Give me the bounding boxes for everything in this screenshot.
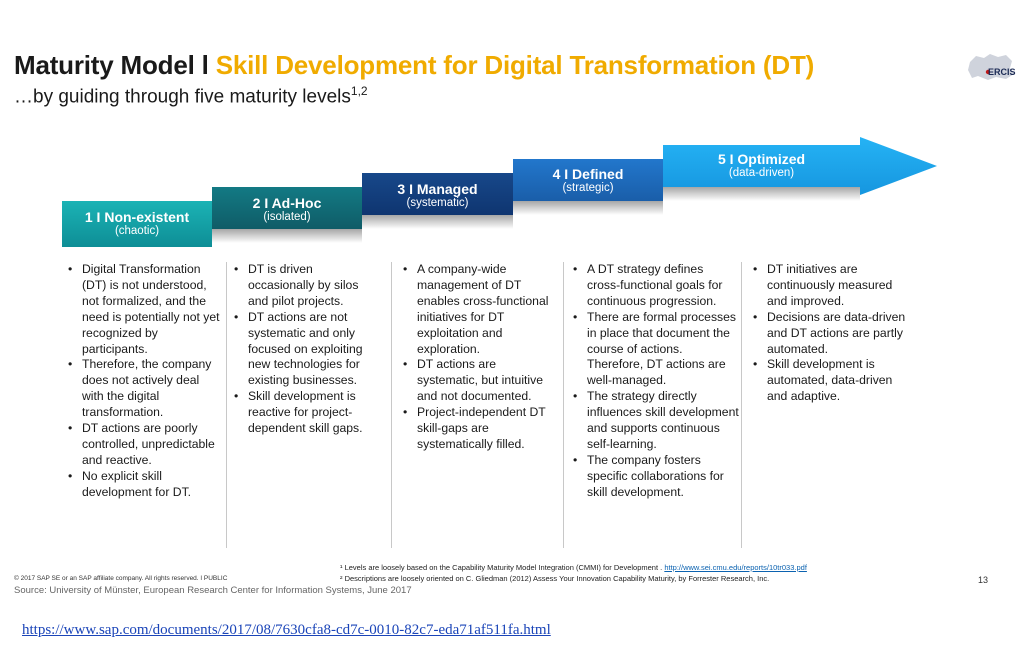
list-item: The company fosters specific collaborati… xyxy=(573,453,739,501)
list-item: DT actions are poorly controlled, unpred… xyxy=(68,421,222,469)
level-5-title: 5 I Optimized xyxy=(717,151,806,167)
footnote-1-link[interactable]: http://www.sei.cmu.edu/reports/10tr033.p… xyxy=(664,563,807,572)
subtitle-text: …by guiding through five maturity levels xyxy=(14,86,351,108)
step-3-shadow xyxy=(362,215,513,229)
level-3-title: 3 I Managed xyxy=(397,181,478,197)
title-prefix: Maturity Model l xyxy=(14,50,216,80)
column-divider xyxy=(226,262,227,548)
level-3-subtitle: (systematic) xyxy=(406,197,469,209)
slide-subtitle: …by guiding through five maturity levels… xyxy=(14,84,368,108)
column-divider xyxy=(391,262,392,548)
footnote-1-text: ¹ Levels are loosely based on the Capabi… xyxy=(340,563,665,572)
copyright-text: © 2017 SAP SE or an SAP affiliate compan… xyxy=(14,575,228,582)
step-2-bar xyxy=(212,187,362,229)
level-2-label: 2 I Ad-Hoc (isolated) xyxy=(212,195,362,223)
level-3-description: A company-wide management of DT enables … xyxy=(399,262,559,453)
step-5-bar xyxy=(663,137,937,195)
ercis-logo-icon xyxy=(968,54,1014,80)
footnote-2: ² Descriptions are loosely oriented on C… xyxy=(340,574,770,583)
slide-title: Maturity Model l Skill Development for D… xyxy=(14,50,814,81)
list-item: DT is driven occasionally by silos and p… xyxy=(234,262,382,310)
list-item: Skill development is reactive for projec… xyxy=(234,389,382,437)
step-5-shadow xyxy=(663,187,860,201)
subtitle-superscript: 1,2 xyxy=(350,84,368,98)
level-5-subtitle: (data-driven) xyxy=(728,167,795,179)
document-url-link[interactable]: https://www.sap.com/documents/2017/08/76… xyxy=(22,622,551,638)
level-2-description: DT is driven occasionally by silos and p… xyxy=(230,262,382,437)
list-item: A company-wide management of DT enables … xyxy=(403,262,559,357)
title-accent: Skill Development for Digital Transforma… xyxy=(215,50,815,80)
level-5-label: 5 I Optimized (data-driven) xyxy=(663,151,860,179)
footnote-1: ¹ Levels are loosely based on the Capabi… xyxy=(340,563,807,572)
list-item: DT actions are not systematic and only f… xyxy=(234,310,382,390)
page-number: 13 xyxy=(978,575,989,585)
level-1-title: 1 I Non-existent xyxy=(84,209,190,225)
level-1-subtitle: (chaotic) xyxy=(114,225,160,237)
list-item: The strategy directly influences skill d… xyxy=(573,389,739,453)
step-4-shadow xyxy=(513,201,663,215)
level-2-subtitle: (isolated) xyxy=(263,211,311,223)
list-item: No explicit skill development for DT. xyxy=(68,469,222,501)
level-4-subtitle: (strategic) xyxy=(562,182,614,194)
list-item: DT initiatives are continuously measured… xyxy=(753,262,914,310)
column-divider xyxy=(741,262,742,548)
level-4-title: 4 I Defined xyxy=(552,166,624,182)
list-item: A DT strategy defines cross-functional g… xyxy=(573,262,739,310)
list-item: Project-independent DT skill-gaps are sy… xyxy=(403,405,559,453)
list-item: Skill development is automated, data-dri… xyxy=(753,357,914,405)
level-1-description: Digital Transformation (DT) is not under… xyxy=(64,262,222,501)
column-divider xyxy=(563,262,564,548)
level-2-title: 2 I Ad-Hoc xyxy=(252,195,322,211)
step-2-shadow xyxy=(212,229,362,243)
step-3-bar xyxy=(362,173,513,215)
source-text: Source: University of Münster, European … xyxy=(14,585,412,596)
list-item: Decisions are data-driven and DT actions… xyxy=(753,310,914,358)
step-4-bar xyxy=(513,159,663,201)
list-item: There are formal processes in place that… xyxy=(573,310,739,390)
level-5-description: DT initiatives are continuously measured… xyxy=(749,262,914,405)
list-item: DT actions are systematic, but intuitive… xyxy=(403,357,559,405)
logo-text: ERCIS xyxy=(988,67,1016,77)
list-item: Digital Transformation (DT) is not under… xyxy=(68,262,222,357)
level-4-description: A DT strategy defines cross-functional g… xyxy=(569,262,739,501)
level-1-label: 1 I Non-existent (chaotic) xyxy=(62,209,212,237)
step-1-bar xyxy=(62,201,212,247)
level-4-label: 4 I Defined (strategic) xyxy=(513,166,663,194)
list-item: Therefore, the company does not actively… xyxy=(68,357,222,421)
level-3-label: 3 I Managed (systematic) xyxy=(362,181,513,209)
